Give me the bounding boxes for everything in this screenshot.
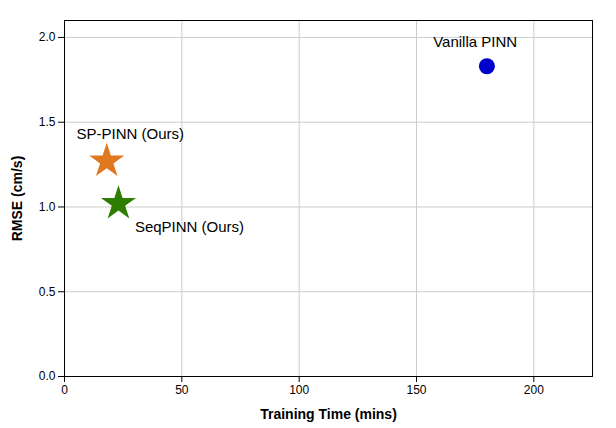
svg-text:0.5: 0.5 [39,285,56,299]
svg-text:0: 0 [61,383,68,397]
svg-text:1.0: 1.0 [39,200,56,214]
svg-text:1.5: 1.5 [39,115,56,129]
svg-text:200: 200 [524,383,544,397]
svg-text:50: 50 [175,383,189,397]
svg-text:2.0: 2.0 [39,30,56,44]
svg-text:Vanilla PINN: Vanilla PINN [433,33,517,50]
svg-text:RMSE (cm/s): RMSE (cm/s) [9,156,25,242]
svg-text:Training Time (mins): Training Time (mins) [260,406,397,422]
svg-text:100: 100 [289,383,309,397]
svg-text:150: 150 [406,383,426,397]
svg-text:0.0: 0.0 [39,369,56,383]
svg-text:SP-PINN (Ours): SP-PINN (Ours) [76,125,184,142]
svg-text:SeqPINN (Ours): SeqPINN (Ours) [135,218,244,235]
